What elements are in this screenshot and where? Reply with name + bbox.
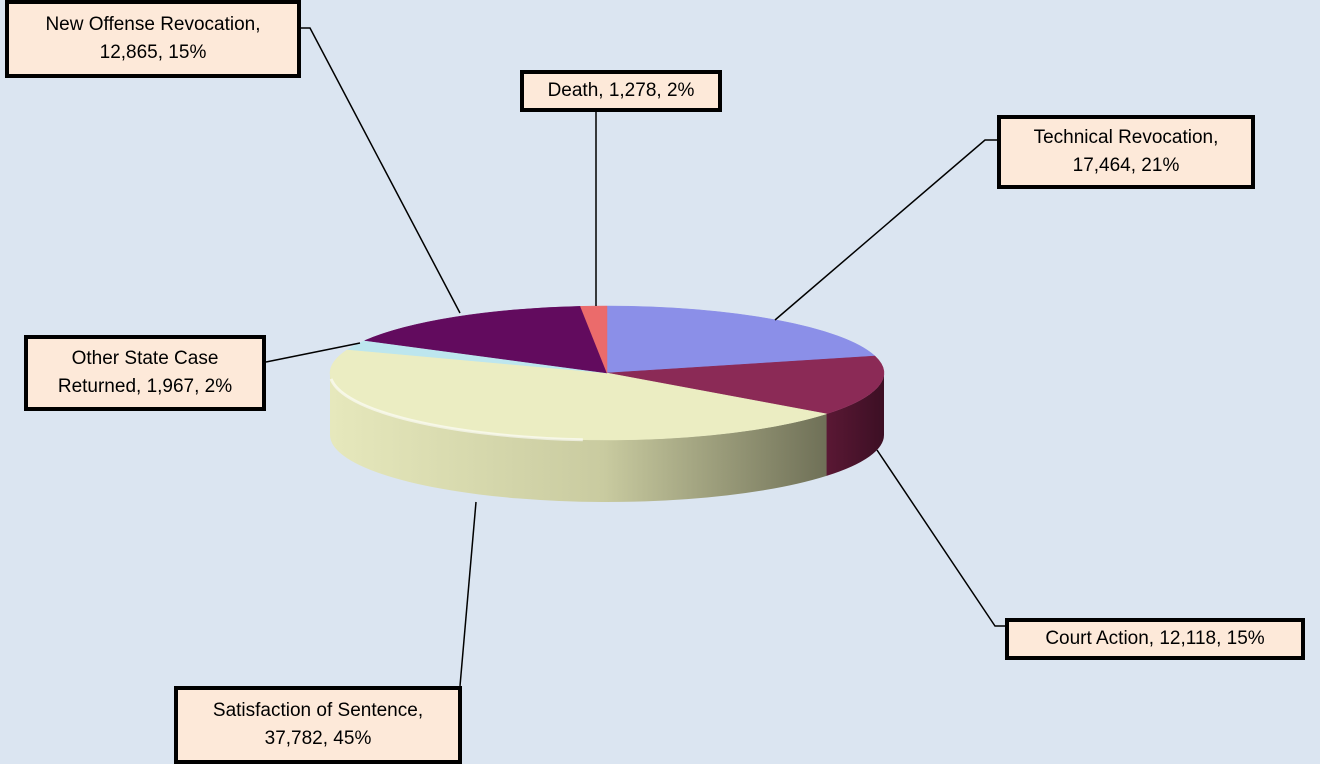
pie-highlight-rim: [329, 378, 583, 442]
label-technical-line2: 17,464, 21%: [1072, 155, 1180, 176]
label-newoffense-line2: 12,865, 15%: [99, 42, 207, 63]
leader-line-other-state-case: [265, 342, 361, 363]
label-new-offense-revocation: New Offense Revocation, 12,865, 15%: [5, 0, 301, 78]
leader-line-technical-revocation: [774, 139, 997, 321]
label-other-line2: Returned, 1,967, 2%: [57, 376, 233, 397]
label-technical-revocation: Technical Revocation, 17,464, 21%: [997, 115, 1255, 189]
label-death-text: Death, 1,278, 2%: [547, 80, 695, 101]
pie-sides: [330, 373, 884, 502]
leader-line-court-action: [876, 449, 1005, 627]
slice-side-satisfaction-of-sentence: [330, 373, 827, 502]
label-technical-line1: Technical Revocation,: [1033, 127, 1219, 148]
slice-death: [580, 305, 608, 374]
label-satisfaction-of-sentence: Satisfaction of Sentence, 37,782, 45%: [174, 686, 462, 764]
label-death: Death, 1,278, 2%: [520, 70, 722, 112]
slice-new-offense-revocation: [363, 306, 608, 374]
label-other-line1: Other State Case: [71, 348, 219, 369]
label-newoffense-line1: New Offense Revocation,: [45, 14, 261, 35]
leader-lines: [265, 27, 1005, 687]
label-court-text: Court Action, 12,118, 15%: [1045, 628, 1265, 649]
leader-line-satisfaction-of-sentence: [459, 501, 477, 687]
slice-technical-revocation: [606, 305, 876, 374]
leader-line-new-offense-revocation: [301, 27, 461, 314]
pie-top: [329, 305, 885, 442]
label-satisfaction-line1: Satisfaction of Sentence,: [212, 700, 424, 721]
label-court-action: Court Action, 12,118, 15%: [1005, 618, 1305, 660]
slice-side-court-action: [826, 373, 884, 476]
label-other-state-case: Other State Case Returned, 1,967, 2%: [24, 335, 266, 411]
slice-court-action: [606, 355, 885, 415]
label-satisfaction-line2: 37,782, 45%: [264, 728, 372, 749]
